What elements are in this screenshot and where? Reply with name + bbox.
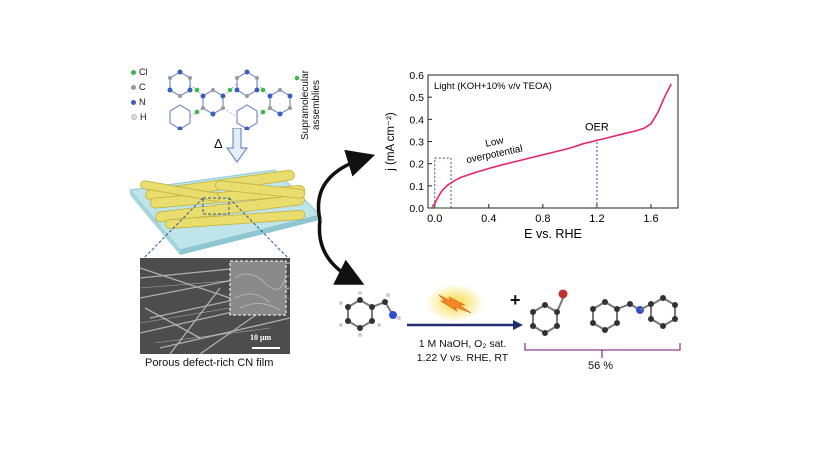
yield-bracket	[524, 343, 681, 351]
low-overpotential-box	[434, 157, 452, 209]
legend-item-c: C	[131, 82, 146, 92]
y-tick-label: 0.6	[409, 70, 424, 82]
cn-film-image	[129, 169, 321, 255]
x-tick-label: 0.8	[535, 213, 550, 225]
x-axis-label: E vs. RHE	[524, 227, 582, 241]
heating-arrow-icon	[225, 128, 249, 164]
conditions-line-1: 1 M NaOH, O₂ sat.	[418, 338, 507, 350]
reaction-conditions: 1 M NaOH, O₂ sat. 1.22 V vs. RHE, RT	[395, 337, 530, 365]
benzaldehyde-molecule-icon	[530, 289, 568, 336]
y-tick-label: 0.1	[409, 181, 424, 193]
imine-molecule-icon	[590, 295, 678, 333]
y-tick-label: 0.3	[409, 137, 424, 149]
arrow-up-icon	[316, 149, 376, 221]
legend-item-h: H	[131, 112, 147, 122]
plus-sign: +	[510, 290, 521, 310]
sem-image: 10 μm	[140, 258, 290, 354]
film-caption: Porous defect-rich CN film	[145, 357, 274, 369]
heat-symbol: Δ	[214, 136, 223, 151]
n-dot-icon	[131, 99, 136, 105]
curved-arrows	[316, 149, 376, 285]
lsv-curve	[431, 83, 672, 208]
chart-title: Light (KOH+10% v/v TEOA)	[434, 81, 552, 92]
c-dot-icon	[131, 84, 136, 90]
x-tick-label: 0.0	[427, 213, 442, 225]
reaction-scheme	[339, 289, 681, 358]
y-tick-label: 0.4	[409, 114, 424, 126]
y-tick-label: 0.0	[409, 203, 424, 215]
oer-label: OER	[585, 121, 609, 133]
h-dot-icon	[131, 114, 137, 120]
yield-label: 56 %	[588, 360, 614, 372]
scale-bar-label: 10 μm	[250, 333, 272, 342]
supramolecular-label: Supramolecular assemblies	[300, 69, 322, 141]
legend-item-cl: Cl	[131, 67, 148, 77]
plot-frame	[427, 74, 679, 209]
light-bolt-icon	[426, 284, 484, 322]
supramolecular-structure-image	[167, 69, 300, 130]
y-axis-label: j (mA cm⁻²)	[385, 112, 397, 172]
arrow-down-icon	[317, 219, 365, 285]
reactant-molecule-icon	[339, 291, 401, 337]
low-overpotential-label: Lowoverpotential	[463, 132, 524, 166]
y-tick-label: 0.5	[409, 92, 424, 104]
lsv-chart: 0.0 0.4 0.8 1.2 1.6 0.0 0.1 0.2 0.3 0.4 0.5 0.6 E vs…	[385, 70, 679, 241]
x-tick-label: 1.6	[643, 213, 658, 225]
y-tick-label: 0.2	[409, 159, 424, 171]
zoom-lines	[141, 197, 291, 261]
x-tick-label: 0.4	[481, 213, 496, 225]
cl-dot-icon	[131, 69, 136, 75]
legend-item-n: N	[131, 97, 146, 107]
conditions-line-2: 1.22 V vs. RHE, RT	[416, 352, 509, 364]
x-tick-label: 1.2	[589, 213, 604, 225]
